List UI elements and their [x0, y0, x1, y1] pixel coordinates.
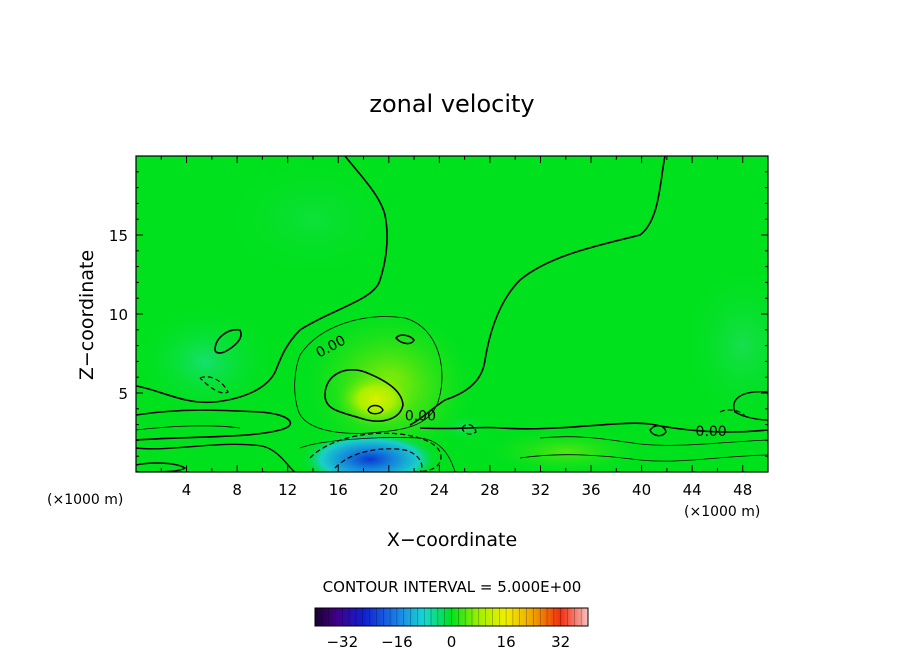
x-unit-left: (×1000 m) [47, 492, 123, 508]
colorbar-tick-label: 32 [551, 633, 570, 651]
contour-line [367, 404, 384, 415]
contour-interval-label: CONTOUR INTERVAL = 5.000E+00 [323, 578, 582, 596]
y-axis-label: Z−coordinate [76, 250, 98, 380]
colorbar-tick-label: −32 [326, 633, 358, 651]
negative-contour-line [461, 423, 477, 435]
negative-contour-line [334, 448, 423, 472]
x-unit-right: (×1000 m) [684, 504, 760, 520]
contour-line [409, 156, 666, 426]
contour-line [419, 422, 768, 433]
contour-line [214, 328, 242, 354]
contour-line [733, 391, 768, 421]
contour-label: 0.00 [696, 424, 727, 440]
positive-shade [485, 429, 646, 472]
x-tick-label: 44 [683, 481, 702, 499]
negative-contour-line [719, 409, 746, 417]
negative-shade [682, 265, 768, 426]
negative-contour-line [199, 376, 229, 394]
x-tick-label: 24 [430, 481, 449, 499]
contour-line [136, 443, 296, 472]
contour-line [539, 436, 768, 446]
contour-label: 0.00 [405, 408, 436, 424]
x-tick-label: 16 [329, 481, 348, 499]
colorbar-tick-label: 16 [497, 633, 516, 651]
negative-contour-line [309, 432, 442, 472]
x-axis-label: X−coordinate [387, 529, 517, 551]
colorbar-tick-label: −16 [381, 633, 413, 651]
y-tick-label: 10 [109, 306, 128, 324]
y-tick-label: 5 [118, 385, 128, 403]
negative-shade [222, 159, 403, 280]
positive-max-shade [336, 371, 417, 428]
x-tick-label: 48 [733, 481, 752, 499]
contour-line [136, 156, 388, 404]
contour-line [294, 316, 443, 434]
x-tick-label: 28 [480, 481, 499, 499]
negative-min-shade [299, 431, 440, 472]
contour-line [136, 409, 292, 441]
x-tick-label: 20 [379, 481, 398, 499]
x-tick-label: 32 [531, 481, 550, 499]
contour-line [324, 369, 404, 422]
contour-line [519, 454, 768, 462]
contour-line [299, 437, 456, 472]
y-axis: 5 10 15 [109, 171, 768, 457]
colorbar: −32 −16 0 16 32 [314, 607, 589, 651]
x-tick-label: 12 [278, 481, 297, 499]
x-tick-label: 40 [632, 481, 651, 499]
contour-line [136, 425, 241, 431]
x-tick-label: 8 [232, 481, 242, 499]
y-tick-label: 15 [109, 227, 128, 245]
colorbar-tick-label: 0 [447, 633, 457, 651]
contour-line [394, 334, 415, 345]
chart-title: zonal velocity [369, 90, 534, 118]
negative-shade [136, 306, 276, 417]
x-axis: 4 8 12 16 20 24 28 32 36 40 44 48 [160, 156, 752, 499]
contour-field: 0.000.000.00 [136, 156, 768, 472]
x-tick-label: 4 [182, 481, 192, 499]
x-tick-label: 36 [581, 481, 600, 499]
contour-line [649, 425, 667, 437]
